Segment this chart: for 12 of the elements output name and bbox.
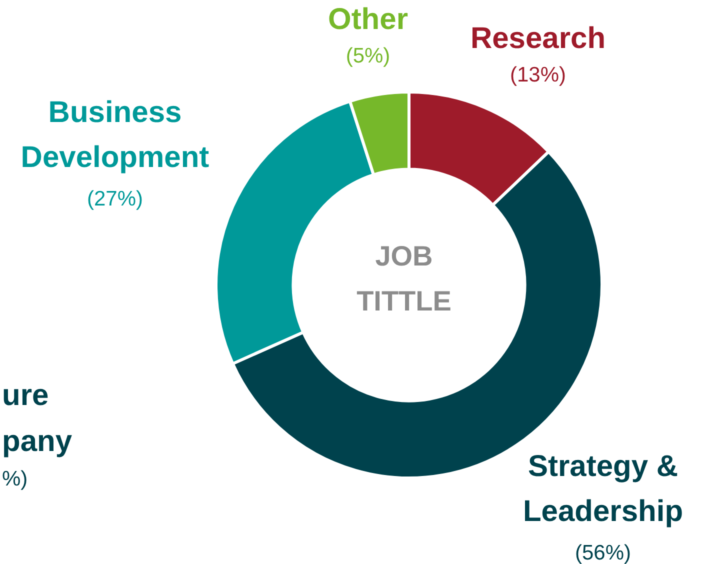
text: ure [2,378,49,412]
data-label: (27%) [86,188,144,211]
data-label: (56%) [574,542,632,564]
slice-label: Strategy & Leadership [522,450,684,528]
slice-label: Other [328,2,408,36]
text: pany [2,424,72,458]
text: JOB TITTLE [356,240,452,316]
text: %) [2,468,28,491]
slice-label: Research [470,22,606,55]
data-label: (13%) [510,64,566,87]
data-label: (5%) [346,44,390,68]
slice-label: Business Development [20,96,210,174]
